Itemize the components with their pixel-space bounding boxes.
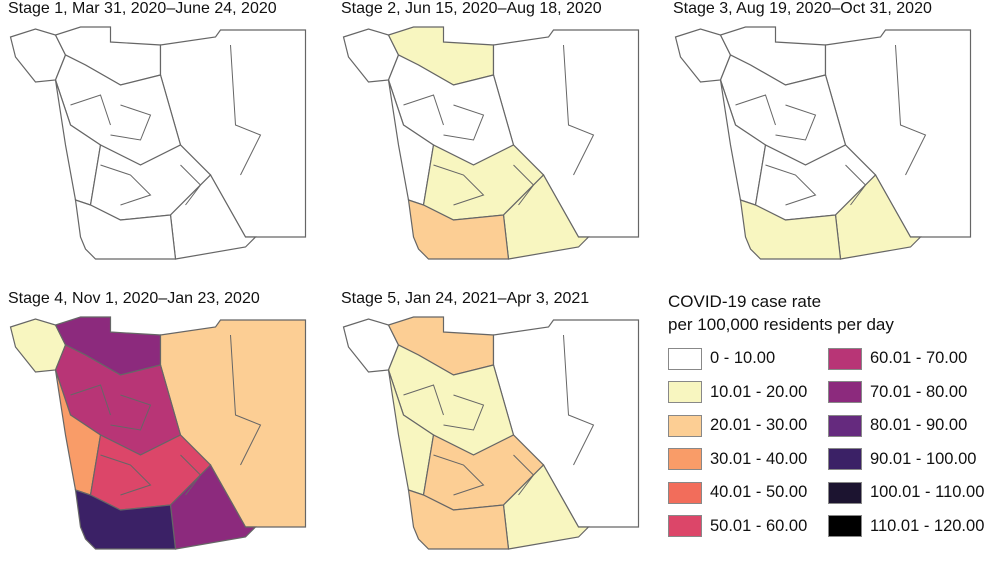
choropleth-map [9,316,307,550]
map-panel-stage-1: Stage 1, Mar 31, 2020–June 24, 2020 [5,0,325,270]
map-title: Stage 5, Jan 24, 2021–Apr 3, 2021 [341,290,590,307]
legend-swatch [828,481,862,504]
region-boundary [765,164,817,206]
region-boundary [180,164,202,206]
region-boundary [230,334,262,466]
legend-label: 30.01 - 40.00 [710,449,808,468]
legend-label: 40.01 - 50.00 [710,483,808,502]
legend-label: 70.01 - 80.00 [870,382,968,401]
region-boundary [70,384,111,416]
region-boundary [110,104,152,141]
legend-swatch [828,381,862,404]
legend-item: 0 - 10.00 [668,342,828,376]
legend-label: 110.01 - 120.00 [870,516,985,535]
map-region [74,199,177,260]
legend-item: 70.01 - 80.00 [828,376,998,410]
legend-label: 10.01 - 20.00 [710,382,808,401]
legend-item: 60.01 - 70.00 [828,342,998,376]
legend-swatch [828,414,862,437]
map-region [739,199,842,260]
map-title: Stage 4, Nov 1, 2020–Jan 23, 2020 [8,290,260,307]
legend-item: 90.01 - 100.00 [828,443,998,477]
legend-swatch [668,414,702,437]
choropleth-map [674,26,972,260]
legend-item: 20.01 - 30.00 [668,409,828,443]
legend-swatch [828,448,862,471]
region-boundary [230,44,262,176]
map-region [74,489,177,550]
map-title: Stage 1, Mar 31, 2020–June 24, 2020 [8,0,277,17]
region-boundary [735,94,776,126]
legend-label: 100.01 - 110.00 [870,483,985,502]
map-title: Stage 2, Jun 15, 2020–Aug 18, 2020 [341,0,602,17]
map-panel-stage-2: Stage 2, Jun 15, 2020–Aug 18, 2020 [338,0,658,270]
region-boundary [513,454,535,496]
region-boundary [180,454,202,496]
region-boundary [563,334,595,466]
region-boundary [100,454,152,496]
region-boundary [845,164,867,206]
legend-label: 60.01 - 70.00 [870,349,968,368]
region-boundary [70,94,111,126]
legend-item: 30.01 - 40.00 [668,443,828,477]
map-region [407,199,510,260]
legend-item: 80.01 - 90.00 [828,409,998,443]
legend-item: 100.01 - 110.00 [828,476,998,510]
legend-item: 110.01 - 120.00 [828,510,998,544]
legend-label: 0 - 10.00 [710,349,776,368]
legend-swatch [668,448,702,471]
region-boundary [433,164,485,206]
legend-items: 0 - 10.00 10.01 - 20.00 20.01 - 30.00 30.01… [668,342,998,543]
legend-item: 10.01 - 20.00 [668,376,828,410]
region-boundary [775,104,817,141]
legend-label: 80.01 - 90.00 [870,416,968,435]
legend-swatch [668,515,702,538]
legend-swatch [668,381,702,404]
choropleth-map [342,316,640,550]
region-boundary [110,394,152,431]
region-boundary [100,164,152,206]
legend-swatch [668,347,702,370]
legend-item: 40.01 - 50.00 [668,476,828,510]
legend-item: 50.01 - 60.00 [668,510,828,544]
region-boundary [433,454,485,496]
region-boundary [563,44,595,176]
legend-label: 20.01 - 30.00 [710,416,808,435]
region-boundary [403,384,444,416]
legend-label: 50.01 - 60.00 [710,516,808,535]
region-boundary [895,44,927,176]
choropleth-map [342,26,640,260]
map-panel-stage-5: Stage 5, Jan 24, 2021–Apr 3, 2021 [338,290,658,560]
region-boundary [403,94,444,126]
map-panel-stage-3: Stage 3, Aug 19, 2020–Oct 31, 2020 [670,0,990,270]
legend-swatch [828,515,862,538]
legend-subtitle: per 100,000 residents per day [668,315,894,334]
legend: COVID-19 case rate per 100,000 residents… [668,290,998,543]
region-boundary [443,394,485,431]
legend-title: COVID-19 case rate [668,292,822,311]
choropleth-map [9,26,307,260]
map-region [407,489,510,550]
map-title: Stage 3, Aug 19, 2020–Oct 31, 2020 [673,0,932,17]
region-boundary [513,164,535,206]
legend-swatch [668,481,702,504]
region-boundary [443,104,485,141]
legend-swatch [828,347,862,370]
map-panel-stage-4: Stage 4, Nov 1, 2020–Jan 23, 2020 [5,290,325,560]
legend-label: 90.01 - 100.00 [870,449,977,468]
